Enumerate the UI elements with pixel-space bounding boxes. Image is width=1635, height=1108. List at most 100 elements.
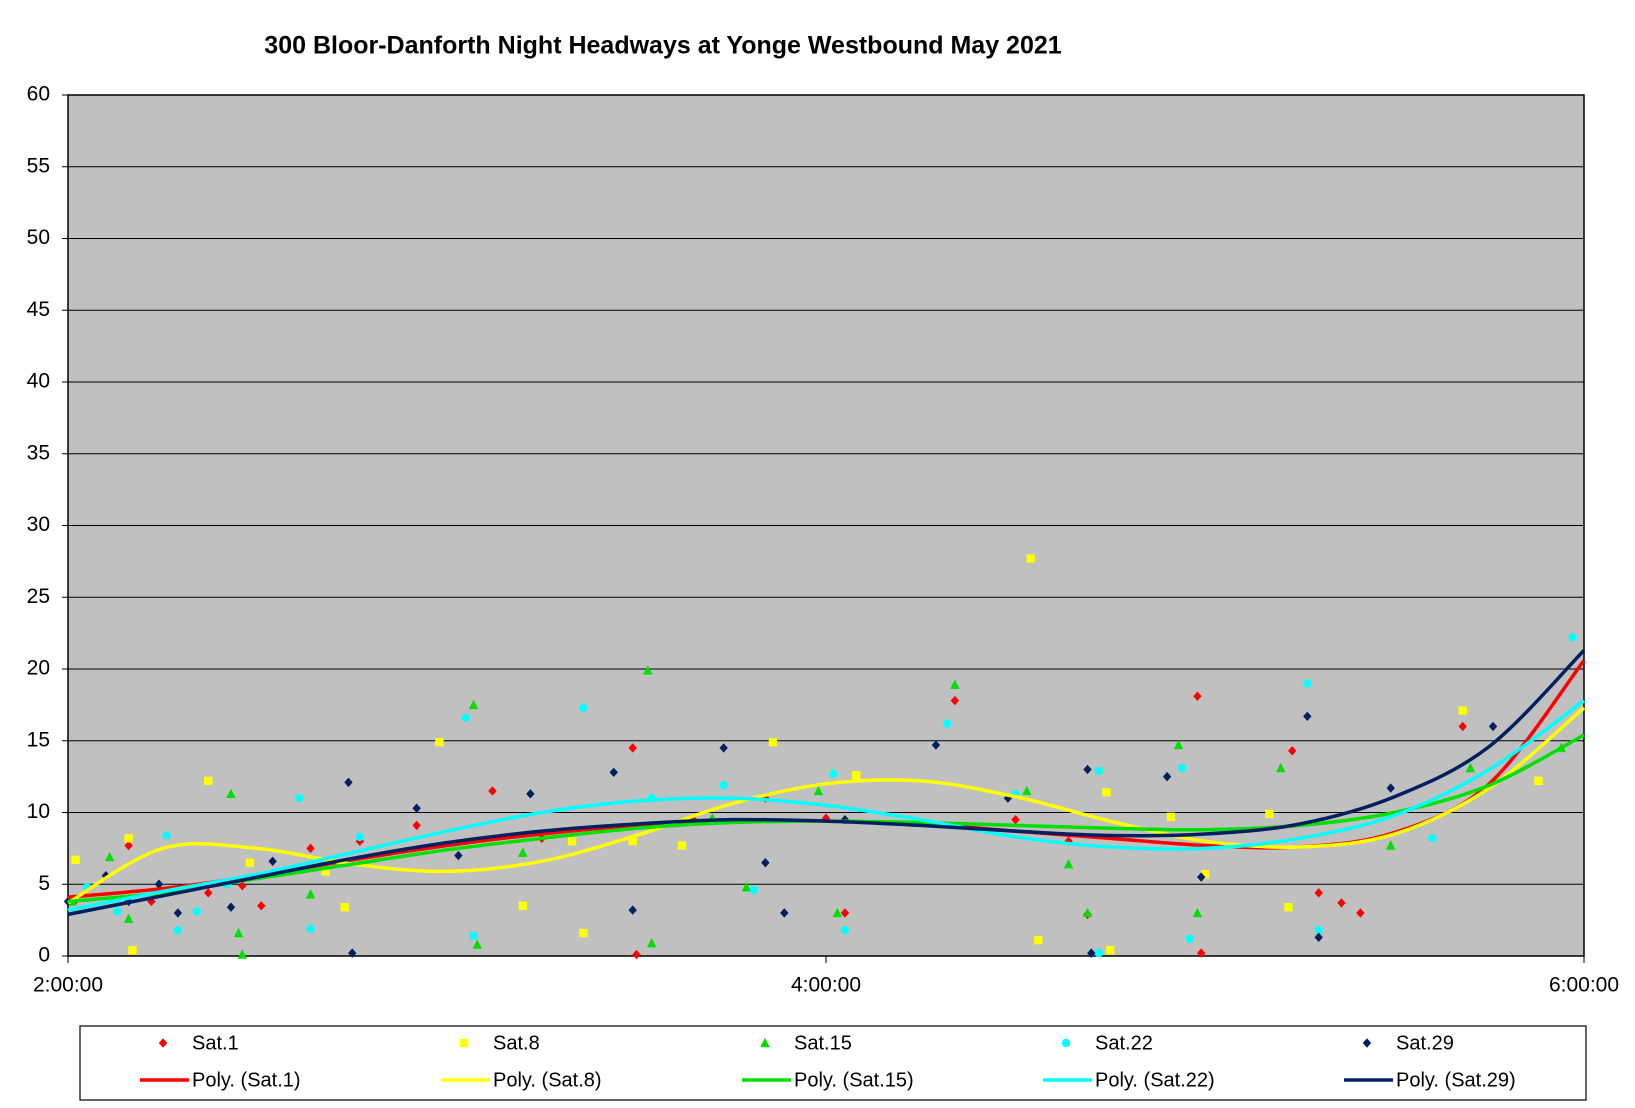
point xyxy=(1356,908,1365,918)
point xyxy=(192,907,202,916)
legend-marker xyxy=(1362,1038,1372,1048)
point xyxy=(632,949,641,960)
point xyxy=(1192,907,1203,918)
point xyxy=(340,903,349,912)
point xyxy=(344,777,353,788)
point xyxy=(1011,814,1020,825)
point xyxy=(435,737,444,747)
y-tick-label: 5 xyxy=(38,872,50,895)
point xyxy=(1063,858,1074,869)
point xyxy=(840,925,850,935)
point xyxy=(832,907,843,918)
legend-marker xyxy=(1061,1038,1071,1048)
y-tick-label: 55 xyxy=(27,154,50,177)
point xyxy=(294,793,304,803)
point xyxy=(1303,679,1312,688)
point xyxy=(173,908,183,918)
point xyxy=(305,889,316,899)
point xyxy=(931,740,941,750)
point xyxy=(461,713,471,722)
point xyxy=(1197,948,1206,958)
point xyxy=(162,831,171,840)
point xyxy=(1197,872,1206,882)
legend-marker xyxy=(760,1037,770,1048)
point xyxy=(1314,932,1323,943)
y-tick-label: 20 xyxy=(27,657,50,680)
point xyxy=(154,879,164,889)
point xyxy=(1026,554,1035,563)
legend-label: Sat.8 xyxy=(493,1032,540,1054)
point xyxy=(1094,948,1104,958)
point xyxy=(1534,776,1543,786)
point xyxy=(71,855,80,865)
point xyxy=(646,937,657,948)
legend-label: Sat.29 xyxy=(1396,1032,1454,1054)
point xyxy=(1284,903,1293,912)
point xyxy=(943,719,952,728)
legend-label: Sat.22 xyxy=(1095,1032,1153,1054)
point xyxy=(1458,721,1467,732)
point xyxy=(237,949,248,959)
point xyxy=(454,850,463,861)
x-tick-label: 2:00:00 xyxy=(33,974,103,997)
point xyxy=(780,908,789,918)
point xyxy=(852,770,861,780)
point xyxy=(813,785,824,796)
point xyxy=(355,832,365,842)
point xyxy=(1173,739,1184,750)
point xyxy=(1314,925,1323,935)
point xyxy=(1465,762,1475,773)
y-tick-label: 10 xyxy=(27,800,50,823)
trend-line xyxy=(67,699,1586,912)
point xyxy=(1064,836,1073,846)
point xyxy=(579,703,588,712)
point xyxy=(1488,721,1498,732)
point xyxy=(233,927,244,938)
point xyxy=(1022,785,1032,796)
point xyxy=(1386,840,1396,850)
point xyxy=(761,858,770,868)
trend-line xyxy=(67,649,1586,917)
point xyxy=(628,837,637,846)
point xyxy=(950,679,960,689)
point xyxy=(488,786,497,796)
point xyxy=(238,880,247,891)
point xyxy=(840,908,850,918)
y-tick-label: 60 xyxy=(27,83,50,106)
point xyxy=(1082,907,1093,918)
point xyxy=(1337,898,1346,908)
point xyxy=(257,901,266,911)
point xyxy=(104,851,115,862)
point xyxy=(1568,633,1577,642)
y-tick-label: 45 xyxy=(27,298,50,321)
legend-label: Poly. (Sat.22) xyxy=(1095,1069,1215,1091)
point xyxy=(226,788,236,799)
point xyxy=(173,925,183,935)
point xyxy=(321,867,330,876)
legend-marker xyxy=(459,1038,469,1048)
point xyxy=(226,902,236,912)
point xyxy=(1162,771,1172,782)
point xyxy=(1106,946,1115,955)
y-tick-label: 0 xyxy=(38,944,50,967)
point xyxy=(1386,783,1395,793)
point xyxy=(306,843,315,854)
point xyxy=(412,803,421,813)
point xyxy=(348,948,357,958)
point xyxy=(1185,934,1195,943)
point xyxy=(1034,936,1043,945)
point xyxy=(950,695,960,706)
x-tick-label: 4:00:00 xyxy=(791,974,861,997)
point xyxy=(1287,746,1297,756)
legend-label: Poly. (Sat.15) xyxy=(794,1069,914,1091)
point xyxy=(124,840,133,851)
point xyxy=(526,789,535,799)
point xyxy=(355,836,365,846)
point xyxy=(1276,762,1286,773)
point xyxy=(677,841,687,850)
y-tick-label: 30 xyxy=(27,513,50,536)
point xyxy=(113,907,122,916)
point xyxy=(719,781,728,790)
